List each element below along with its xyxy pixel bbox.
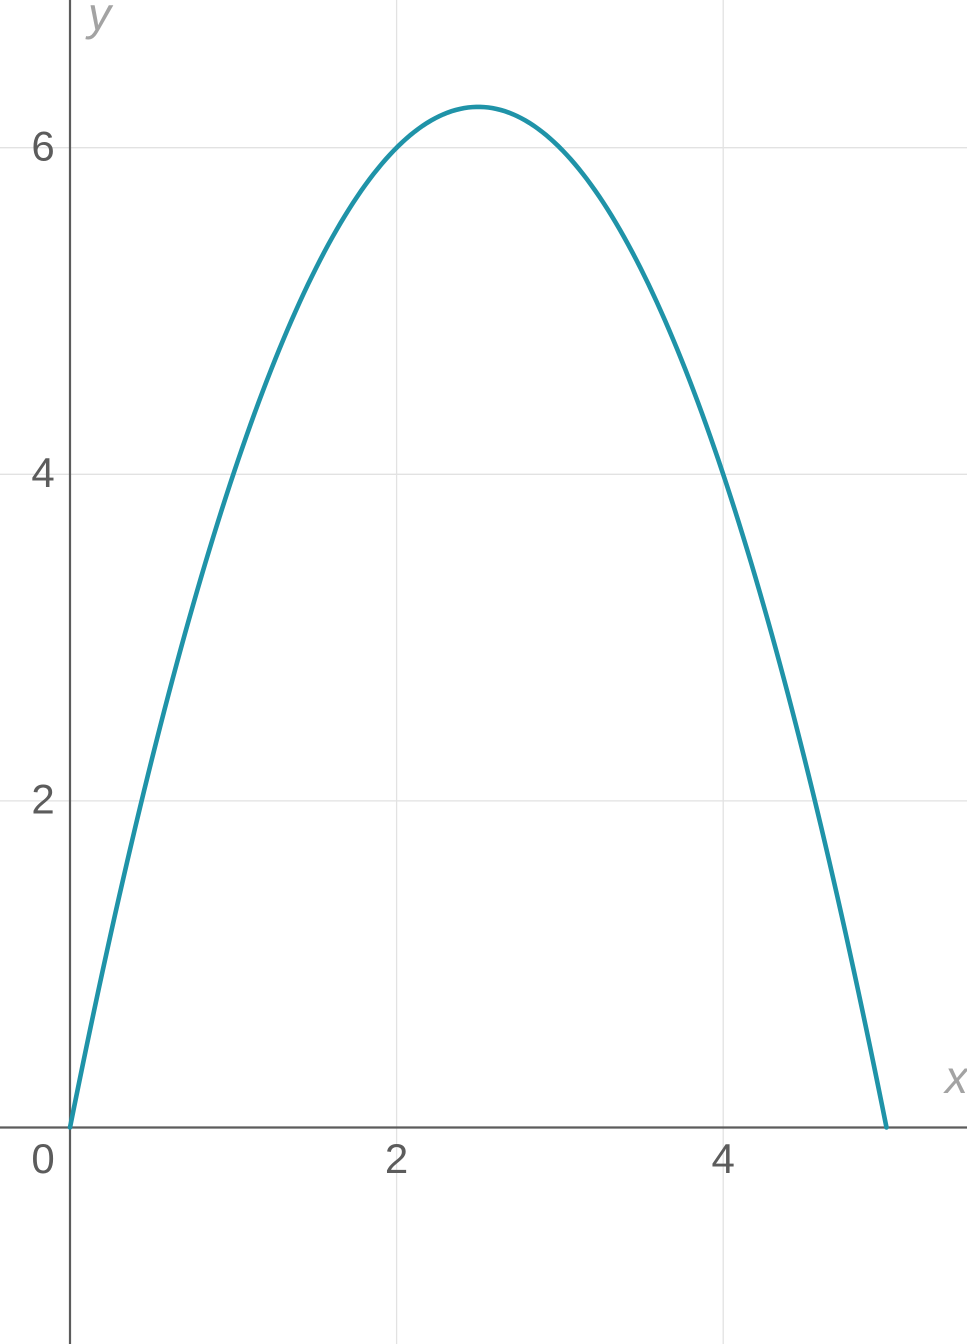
svg-text:4: 4 bbox=[31, 449, 54, 496]
svg-text:4: 4 bbox=[712, 1135, 735, 1182]
svg-text:0: 0 bbox=[31, 1135, 54, 1182]
svg-text:y: y bbox=[85, 0, 114, 40]
svg-text:x: x bbox=[943, 1051, 967, 1103]
svg-text:6: 6 bbox=[31, 122, 54, 169]
svg-text:2: 2 bbox=[31, 776, 54, 823]
svg-text:2: 2 bbox=[385, 1135, 408, 1182]
